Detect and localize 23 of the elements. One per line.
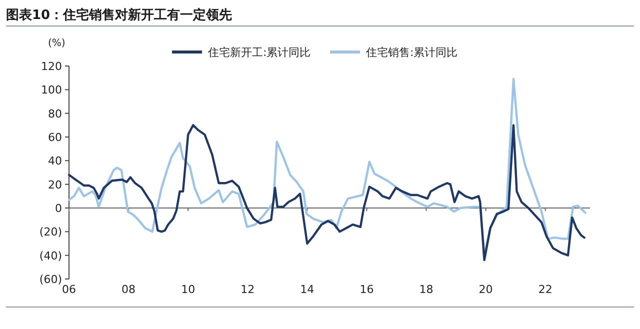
legend-label: 住宅新开工:累计同比 [208,46,311,59]
y-tick-label: 20 [48,178,62,192]
y-tick-label: 120 [41,60,62,73]
y-tick-label: (60) [39,273,62,286]
x-tick-label: 20 [478,283,493,296]
y-tick-label: 80 [48,107,62,120]
y-tick-label: (40) [39,249,62,262]
x-tick-label: 22 [538,283,552,296]
legend-label: 住宅销售:累计同比 [366,46,458,59]
y-tick-label: 60 [48,131,62,144]
y-tick-label: 0 [55,202,62,215]
title: 图表10：住宅销售对新开工有一定领先 [6,8,232,23]
x-tick-label: 10 [181,283,196,296]
ylabel: (%) [48,38,66,49]
x-tick-label: 18 [419,283,434,296]
x-tick-label: 14 [300,283,314,296]
x-tick-label: 08 [122,283,136,296]
y-tick-label: 100 [41,84,62,97]
x-tick-label: 12 [240,283,255,296]
x-tick-label: 16 [360,283,374,296]
x-tick-label: 06 [62,283,76,296]
y-tick-label: 40 [48,154,62,168]
y-tick-label: (20) [39,226,62,239]
